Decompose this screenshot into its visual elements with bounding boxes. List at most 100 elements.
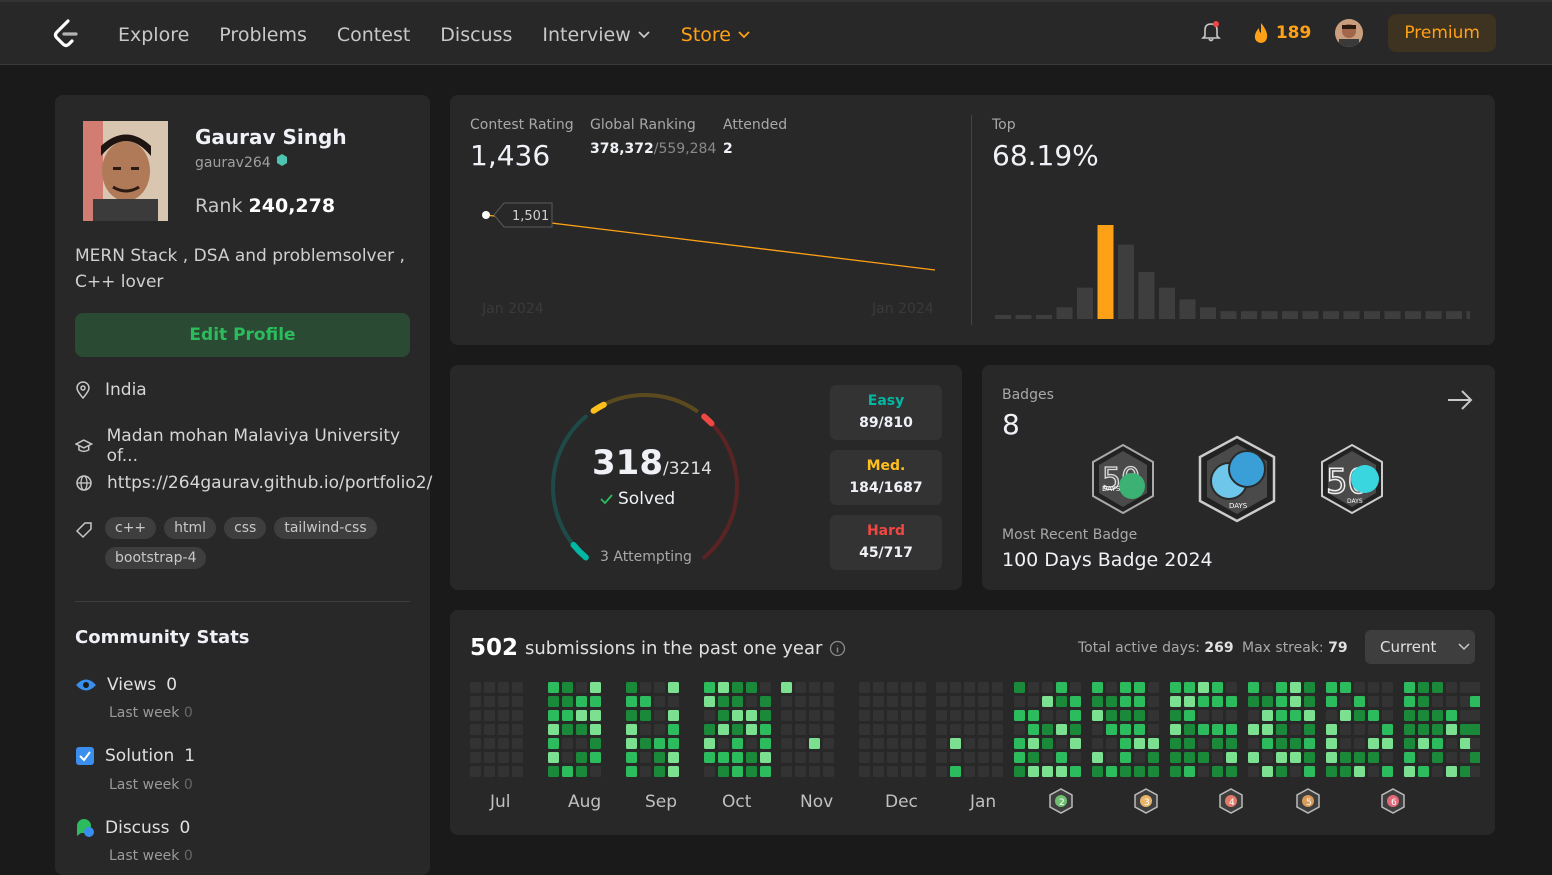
- heatmap-cell[interactable]: [1056, 682, 1067, 693]
- heatmap-cell[interactable]: [1120, 738, 1131, 749]
- heatmap-cell[interactable]: [823, 752, 834, 763]
- heatmap-cell[interactable]: [1470, 738, 1480, 749]
- heatmap-cell[interactable]: [1446, 724, 1457, 735]
- heatmap-cell[interactable]: [640, 738, 651, 749]
- heatmap-cell[interactable]: [1276, 710, 1287, 721]
- heatmap-cell[interactable]: [1276, 682, 1287, 693]
- heatmap-cell[interactable]: [950, 752, 961, 763]
- heatmap-cell[interactable]: [1262, 710, 1273, 721]
- heatmap-cell[interactable]: [1404, 696, 1415, 707]
- heatmap-cell[interactable]: [823, 766, 834, 777]
- heatmap-cell[interactable]: [1340, 696, 1351, 707]
- heatmap-cell[interactable]: [1326, 766, 1337, 777]
- heatmap-cell[interactable]: [760, 696, 771, 707]
- heatmap-cell[interactable]: [1460, 752, 1471, 763]
- heatmap-cell[interactable]: [950, 682, 961, 693]
- heatmap-cell[interactable]: [1248, 752, 1259, 763]
- heatmap-cell[interactable]: [1134, 766, 1145, 777]
- heatmap-cell[interactable]: [1148, 710, 1159, 721]
- heatmap-cell[interactable]: [1028, 724, 1039, 735]
- heatmap-cell[interactable]: [640, 710, 651, 721]
- heatmap-cell[interactable]: [1148, 752, 1159, 763]
- heatmap-cell[interactable]: [936, 752, 947, 763]
- heatmap-cell[interactable]: [1106, 710, 1117, 721]
- histogram-bar[interactable]: [1302, 311, 1319, 319]
- heatmap-cell[interactable]: [590, 682, 601, 693]
- heatmap-cell[interactable]: [718, 738, 729, 749]
- heatmap-cell[interactable]: [887, 696, 898, 707]
- heatmap-cell[interactable]: [1368, 682, 1379, 693]
- heatmap-cell[interactable]: [1226, 724, 1237, 735]
- heatmap-cell[interactable]: [781, 766, 792, 777]
- heatmap-cell[interactable]: [1470, 682, 1480, 693]
- user-avatar[interactable]: [1335, 19, 1364, 47]
- nav-problems[interactable]: Problems: [219, 24, 307, 46]
- heatmap-cell[interactable]: [915, 724, 926, 735]
- skill-tag[interactable]: c++: [105, 517, 157, 539]
- heatmap-cell[interactable]: [809, 766, 820, 777]
- heatmap-cell[interactable]: [1092, 710, 1103, 721]
- heatmap-cell[interactable]: [887, 766, 898, 777]
- heatmap-cell[interactable]: [936, 738, 947, 749]
- heatmap-cell[interactable]: [1354, 766, 1365, 777]
- streak-counter[interactable]: 189: [1252, 22, 1311, 44]
- heatmap-cell[interactable]: [1014, 696, 1025, 707]
- heatmap-cell[interactable]: [484, 766, 495, 777]
- heatmap-cell[interactable]: [1106, 724, 1117, 735]
- heatmap-cell[interactable]: [1354, 752, 1365, 763]
- heatmap-cell[interactable]: [1290, 738, 1301, 749]
- heatmap-cell[interactable]: [732, 696, 743, 707]
- heatmap-cell[interactable]: [1226, 752, 1237, 763]
- heatmap-cell[interactable]: [562, 710, 573, 721]
- heatmap-cell[interactable]: [809, 724, 820, 735]
- heatmap-cell[interactable]: [978, 724, 989, 735]
- heatmap-cell[interactable]: [732, 724, 743, 735]
- heatmap-cell[interactable]: [1304, 724, 1315, 735]
- heatmap-cell[interactable]: [1092, 752, 1103, 763]
- heatmap-cell[interactable]: [1446, 752, 1457, 763]
- heatmap-cell[interactable]: [1432, 724, 1443, 735]
- heatmap-cell[interactable]: [718, 724, 729, 735]
- heatmap-cell[interactable]: [548, 752, 559, 763]
- heatmap-cell[interactable]: [1198, 766, 1209, 777]
- heatmap-cell[interactable]: [936, 696, 947, 707]
- heatmap-cell[interactable]: [470, 682, 481, 693]
- heatmap-cell[interactable]: [1042, 710, 1053, 721]
- heatmap-cell[interactable]: [1354, 724, 1365, 735]
- nav-interview[interactable]: Interview: [542, 24, 650, 46]
- heatmap-cell[interactable]: [1170, 696, 1181, 707]
- heatmap-cell[interactable]: [576, 682, 587, 693]
- heatmap-cell[interactable]: [936, 682, 947, 693]
- skill-tag[interactable]: css: [224, 517, 267, 539]
- heatmap-cell[interactable]: [1148, 724, 1159, 735]
- heatmap-cell[interactable]: [1354, 738, 1365, 749]
- heatmap-cell[interactable]: [640, 724, 651, 735]
- heatmap-cell[interactable]: [1460, 710, 1471, 721]
- website-link[interactable]: https://264gaurav.github.io/portfolio2/: [107, 473, 433, 493]
- heatmap-cell[interactable]: [1368, 696, 1379, 707]
- heatmap-cell[interactable]: [1028, 696, 1039, 707]
- heatmap-cell[interactable]: [992, 738, 1003, 749]
- heatmap-cell[interactable]: [781, 752, 792, 763]
- heatmap-cell[interactable]: [1184, 710, 1195, 721]
- heatmap-cell[interactable]: [640, 682, 651, 693]
- heatmap-cell[interactable]: [668, 710, 679, 721]
- heatmap-cell[interactable]: [668, 766, 679, 777]
- heatmap-cell[interactable]: [795, 696, 806, 707]
- heatmap-cell[interactable]: [1368, 738, 1379, 749]
- heatmap-cell[interactable]: [1340, 682, 1351, 693]
- heatmap-cell[interactable]: [640, 696, 651, 707]
- heatmap-cell[interactable]: [1340, 752, 1351, 763]
- heatmap-cell[interactable]: [512, 738, 523, 749]
- heatmap-cell[interactable]: [859, 696, 870, 707]
- heatmap-cell[interactable]: [1212, 682, 1223, 693]
- histogram-bar[interactable]: [995, 315, 1011, 319]
- monthly-badge-icon[interactable]: 3: [1133, 788, 1159, 814]
- heatmap-cell[interactable]: [718, 696, 729, 707]
- easy-stat[interactable]: Easy 89/810: [830, 385, 942, 440]
- heatmap-cell[interactable]: [887, 752, 898, 763]
- heatmap-cell[interactable]: [1470, 710, 1480, 721]
- heatmap-cell[interactable]: [1276, 724, 1287, 735]
- heatmap-cell[interactable]: [978, 738, 989, 749]
- histogram-bar[interactable]: [1364, 311, 1380, 319]
